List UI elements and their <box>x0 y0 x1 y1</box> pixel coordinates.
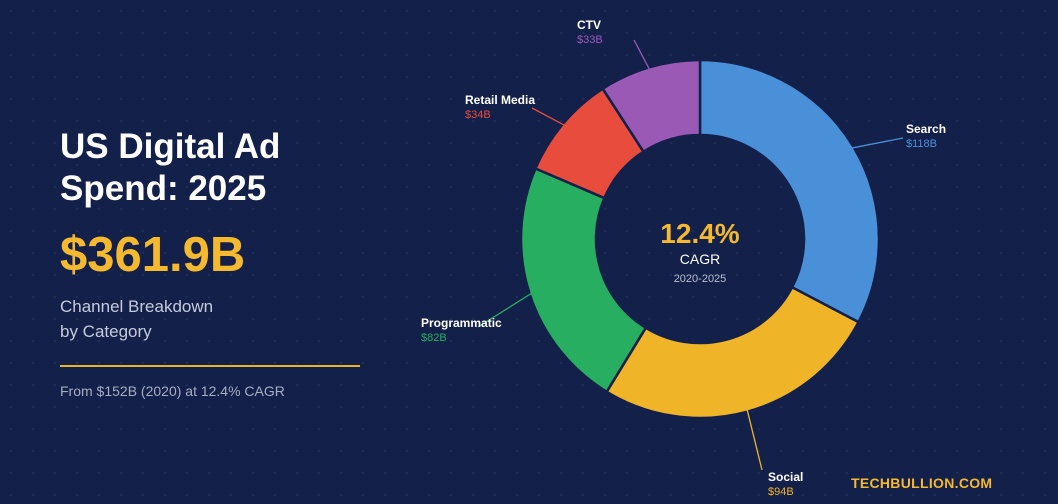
leader-line-retail-media <box>531 107 567 127</box>
slice-ctv[interactable] <box>601 58 702 154</box>
slice-programmatic[interactable] <box>519 166 648 394</box>
callout-labels: Search $118B Social $94B Programmatic $82B Ret… <box>421 18 946 498</box>
label-ctv: CTV <box>577 18 601 32</box>
donut-slices <box>519 58 881 420</box>
value-retail-media: $34B <box>465 109 491 121</box>
center-label: CAGR <box>680 251 720 267</box>
label-search: Search <box>906 122 946 136</box>
subtitle-line-1: Channel Breakdown <box>60 297 214 316</box>
center-period: 2020-2025 <box>674 273 727 285</box>
subtitle-line-2: by Category <box>60 322 152 341</box>
subtitle: Channel Breakdown by Category <box>60 294 250 344</box>
page-title: US Digital Ad Spend: 2025 <box>60 126 360 210</box>
leader-line-social <box>746 407 763 471</box>
footnote: From $152B (2020) at 12.4% CAGR <box>60 383 285 399</box>
slice-search[interactable] <box>698 58 881 324</box>
total-spend-value: $361.9B <box>60 228 246 282</box>
value-ctv: $33B <box>577 34 603 46</box>
divider <box>60 365 360 367</box>
title-line-2: Spend: 2025 <box>60 169 267 208</box>
center-value: 12.4% <box>660 218 739 249</box>
leader-line-ctv <box>633 39 652 72</box>
leader-line-programmatic <box>477 291 534 328</box>
value-programmatic: $82B <box>421 332 447 344</box>
label-programmatic: Programmatic <box>421 316 502 330</box>
label-retail-media: Retail Media <box>465 93 535 107</box>
slice-social[interactable] <box>604 285 861 420</box>
value-search: $118B <box>906 138 937 150</box>
label-social: Social <box>768 470 803 484</box>
value-social: $94B <box>768 486 794 498</box>
brand-logo-text: TECHBULLION.COM <box>851 475 993 491</box>
title-line-1: US Digital Ad <box>60 127 281 166</box>
leader-line-search <box>849 137 904 150</box>
summary-panel: US Digital Ad Spend: 2025 $361.9B Channe… <box>60 126 360 399</box>
